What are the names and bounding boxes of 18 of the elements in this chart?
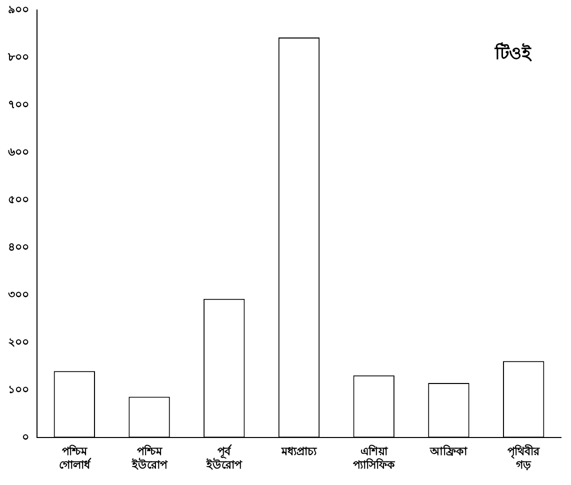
x-tick-label: পূর্ব ইউরোপ — [206, 444, 243, 472]
y-tick-label: ৯০০ — [8, 2, 29, 16]
annotation: টিওই — [495, 41, 531, 66]
x-tick-label: পশ্চিম ইউরোপ — [130, 444, 168, 472]
y-tick-label: ৫০০ — [8, 192, 29, 206]
y-tick-label: ৮০০ — [7, 50, 29, 64]
y-tick-label: ০ — [22, 430, 29, 444]
x-tick-label: এশিয়া প্যাসিফিক — [352, 444, 396, 472]
y-tick-label: ১০০ — [8, 382, 29, 396]
x-tick-label: পৃথিবীর গড় — [508, 444, 541, 472]
y-tick-label: ৩০০ — [8, 288, 29, 301]
y-tick-label: ৭০০ — [8, 98, 29, 111]
x-tick-label: আফ্রিকা — [429, 444, 468, 458]
x-tick-label: মধ্যপ্রাচ্য — [280, 445, 318, 458]
y-tick-label: ৪০০ — [8, 240, 29, 254]
x-tick-label: পশ্চিম গোলার্ধ — [58, 444, 92, 472]
y-tick-label: ৬০০ — [8, 145, 29, 158]
y-tick-label: ২০০ — [8, 335, 29, 348]
